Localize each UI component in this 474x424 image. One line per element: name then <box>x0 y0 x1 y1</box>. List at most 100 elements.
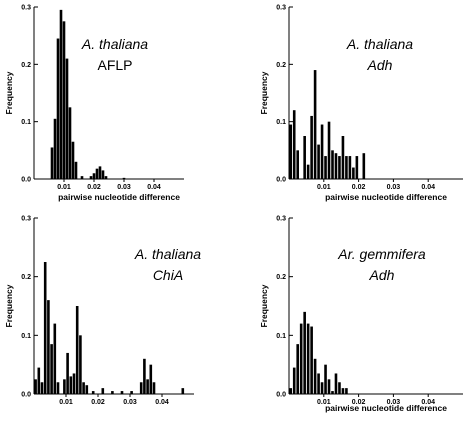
panel-3-bar <box>37 367 41 394</box>
panel-2-bar <box>327 121 331 179</box>
panel-2-bar <box>310 115 313 179</box>
panel-2-ylabel: Frequency <box>259 71 269 114</box>
panel-3-bar <box>69 376 73 394</box>
panel-2-bar <box>313 70 317 179</box>
panel-1-title-line-2: AFLP <box>97 57 132 73</box>
panel-4-x-tick-label: 0.04 <box>421 399 435 406</box>
panel-4-bar <box>306 323 310 394</box>
panel-2-bar <box>338 156 341 179</box>
panel-1-y-tick-label: 0.0 <box>21 177 31 184</box>
panel-3-title-line-1: A. thaliana <box>134 246 201 262</box>
panel-3-x-tick-label: 0.04 <box>155 399 169 406</box>
panel-3-bar <box>79 335 82 394</box>
panel-3-bar <box>143 358 146 394</box>
panel-4-bar <box>327 379 331 394</box>
panel-2-x-tick-label: 0.03 <box>387 184 401 191</box>
panel-4-xlabel: pairwise nucleotide difference <box>325 403 447 413</box>
panel-4-bar <box>338 382 341 394</box>
panel-2-x-tick-label: 0.01 <box>317 184 331 191</box>
panel-4-x-tick-label: 0.02 <box>352 399 366 406</box>
panel-4-bar <box>313 358 317 394</box>
panel-1-bar <box>89 176 93 179</box>
panel-2-bar <box>320 124 324 179</box>
panel-2-bar <box>355 156 359 179</box>
panel-3-bar <box>111 391 114 394</box>
panel-1-bar <box>104 176 108 179</box>
panel-3-x-tick-label: 0.01 <box>59 399 73 406</box>
panel-1-bar <box>56 38 60 180</box>
panel-2-bar <box>352 167 355 179</box>
panel-2-x-tick-label: 0.02 <box>352 184 366 191</box>
panel-2-bar <box>292 110 296 179</box>
panel-3-y-tick-label: 0.0 <box>21 392 31 399</box>
panel-3-bar <box>146 379 149 394</box>
panel-3-y-tick-label: 0.2 <box>21 274 31 281</box>
panel-1-y-tick-label: 0.3 <box>21 5 31 12</box>
panel-3-bar <box>152 382 156 394</box>
panel-4-x-tick-label: 0.01 <box>317 399 331 406</box>
panel-2-bar <box>306 164 310 179</box>
panel-1-bar <box>65 58 69 179</box>
panel-2-bar <box>345 156 348 179</box>
panel-2-bar <box>317 144 320 179</box>
panel-1-bar <box>122 177 126 179</box>
panel-2-bar <box>331 150 334 179</box>
panel-2-y-tick-label: 0.2 <box>276 62 286 69</box>
panel-4-title-line-2: Adh <box>369 267 395 283</box>
panel-3-bar <box>47 300 50 394</box>
panel-3-bar <box>181 388 185 394</box>
panel-3-bar <box>43 262 47 394</box>
panel-4-ylabel: Frequency <box>259 284 269 327</box>
panel-4-bar <box>341 388 345 394</box>
panel-2-title-line-1: A. thaliana <box>346 36 413 52</box>
panel-1-ylabel: Frequency <box>4 71 14 114</box>
panel-3-x-tick-label: 0.03 <box>123 399 137 406</box>
panel-4-bar <box>292 367 296 394</box>
panel-1-bar <box>59 9 63 179</box>
panel-4-bar <box>317 373 320 394</box>
panel-2-bar <box>296 150 299 179</box>
panel-1-y-tick-label: 0.1 <box>21 119 31 126</box>
panel-2-x-tick-label: 0.04 <box>421 184 435 191</box>
panel-1-bar <box>74 161 78 179</box>
panel-1-x-tick-label: 0.01 <box>57 184 71 191</box>
panel-4-y-tick-label: 0.2 <box>276 274 286 281</box>
panel-3-bar <box>120 391 124 394</box>
panel-3-y-tick-label: 0.1 <box>21 333 31 340</box>
panel-3-ylabel: Frequency <box>4 284 14 327</box>
panel-3-bar <box>91 391 95 394</box>
panel-1-bar <box>68 107 72 179</box>
panel-1-title-line-1: A. thaliana <box>81 36 148 52</box>
panel-3-bar <box>63 379 66 394</box>
panel-1-bar <box>62 21 66 180</box>
panel-2-y-tick-label: 0.0 <box>276 177 286 184</box>
panel-4-bar <box>334 373 338 394</box>
panel-2-bar <box>348 156 352 179</box>
panel-2-bar <box>289 124 293 179</box>
panel-1-bar <box>101 170 105 179</box>
panel-4-title-line-1: Ar. gemmifera <box>337 246 426 262</box>
panel-1: 0.0 0.1 0.2 0.3 0.01 0.02 0.03 0.04 Frequency pai… <box>4 5 184 202</box>
panel-3-bar <box>85 385 89 394</box>
panel-2-bar <box>341 136 345 179</box>
panel-2-title-line-2: Adh <box>367 57 393 73</box>
panel-3-bar <box>149 364 153 394</box>
panel-3-bar <box>139 382 143 394</box>
panel-2-bar <box>303 136 306 179</box>
panel-4-y-tick-label: 0.0 <box>276 392 286 399</box>
panel-2-bar <box>334 153 338 179</box>
panel-1-bar <box>53 118 57 179</box>
panel-2-xlabel: pairwise nucleotide difference <box>325 192 447 202</box>
panel-3-bar <box>101 388 105 394</box>
panel-2: 0.0 0.1 0.2 0.3 0.01 0.02 0.03 0.04 Frequency pai… <box>259 5 463 202</box>
panel-2-y-tick-label: 0.3 <box>276 5 286 12</box>
panel-3: 0.0 0.1 0.2 0.3 0.01 0.02 0.03 0.04 Frequency A. … <box>4 216 201 407</box>
panel-1-bar <box>80 176 84 179</box>
panel-1-x-tick-label: 0.04 <box>147 184 161 191</box>
panel-3-bar <box>72 373 76 394</box>
panel-4-bar <box>320 382 324 394</box>
panel-3-bar <box>130 391 133 394</box>
panel-1-x-tick-label: 0.03 <box>117 184 131 191</box>
panel-1-x-tick-label: 0.02 <box>87 184 101 191</box>
